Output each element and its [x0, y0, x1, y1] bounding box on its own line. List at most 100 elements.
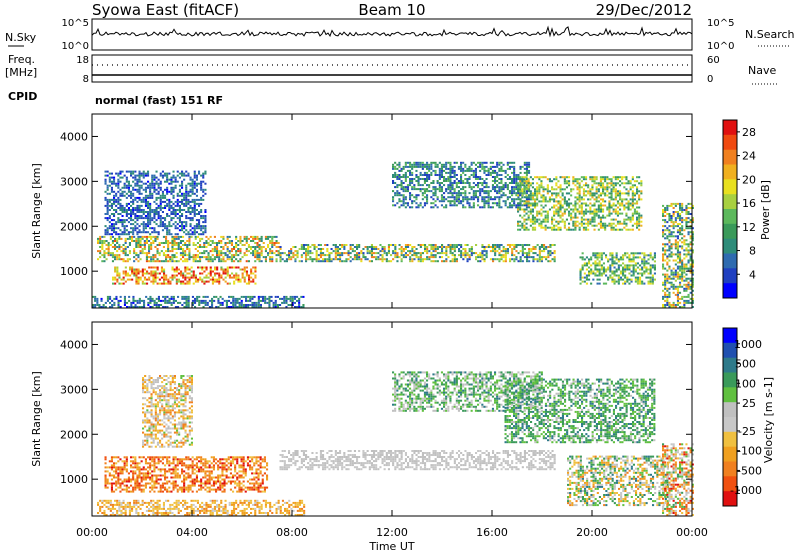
heatmap-cell [453, 196, 456, 199]
heatmap-cell [173, 274, 176, 277]
heatmap-cell [460, 176, 463, 178]
heatmap-cell [438, 161, 441, 164]
heatmap-cell [181, 295, 184, 298]
heatmap-cell [462, 186, 465, 189]
heatmap-cell [392, 244, 395, 246]
heatmap-cell [165, 260, 168, 263]
heatmap-cell [147, 213, 150, 215]
heatmap-cell [124, 274, 127, 277]
heatmap-cell [570, 228, 573, 231]
heatmap-cell [561, 218, 564, 221]
heatmap-cell [142, 221, 145, 224]
heatmap-cell [235, 237, 238, 240]
heatmap-cell [449, 202, 452, 205]
heatmap-cell [460, 192, 463, 195]
heatmap-cell [585, 228, 588, 231]
heatmap-cell [226, 242, 229, 244]
heatmap-cell [638, 196, 641, 199]
heatmap-cell [116, 280, 119, 283]
heatmap-cell [177, 260, 180, 263]
heatmap-cell [279, 297, 282, 300]
heatmap-cell [462, 252, 465, 255]
heatmap-cell [205, 268, 208, 271]
noise-sky-label: N.Sky [5, 31, 37, 44]
heatmap-cell [171, 276, 174, 279]
heatmap-cell [106, 174, 109, 177]
freq-label-1: Freq. [8, 53, 35, 66]
heatmap-cell [134, 176, 137, 179]
heatmap-cell [519, 206, 522, 209]
heatmap-cell [300, 306, 303, 308]
heatmap-cell [232, 299, 235, 302]
heatmap-cell [181, 194, 184, 197]
heatmap-cell [474, 167, 477, 170]
heatmap-cell [155, 198, 158, 201]
heatmap-cell [434, 163, 437, 166]
heatmap-cell [136, 204, 139, 207]
heatmap-cell [513, 178, 516, 180]
heatmap-cell [123, 221, 126, 224]
heatmap-cell [288, 250, 291, 253]
heatmap-cell [115, 295, 118, 298]
heatmap-cell [557, 194, 560, 197]
heatmap-cell [264, 297, 267, 300]
heatmap-cell [430, 171, 433, 174]
heatmap-cell [616, 176, 619, 179]
heatmap-cell [251, 295, 254, 298]
heatmap-cell [112, 278, 115, 281]
heatmap-cell [178, 217, 181, 220]
heatmap-cell [622, 266, 625, 269]
heatmap-cell [617, 280, 620, 283]
heatmap-cell [277, 242, 280, 244]
heatmap-cell [230, 295, 233, 298]
heatmap-cell [481, 254, 484, 257]
heatmap-cell [239, 250, 242, 253]
heatmap-cell [585, 268, 588, 271]
heatmap-cell [178, 211, 181, 213]
heatmap-cell [540, 182, 543, 185]
heatmap-cell [598, 274, 601, 277]
heatmap-cell [245, 270, 248, 273]
heatmap-cell [183, 178, 186, 181]
heatmap-cell [375, 248, 378, 250]
heatmap-cell [101, 254, 104, 257]
heatmap-cell [523, 188, 526, 191]
heatmap-cell [472, 161, 475, 164]
heatmap-cell [199, 278, 202, 281]
heatmap-cell [204, 304, 207, 306]
heatmap-cell [253, 301, 256, 304]
heatmap-cell [525, 184, 528, 187]
heatmap-cell [396, 176, 399, 178]
heatmap-cell [470, 246, 473, 248]
heatmap-cell [572, 204, 575, 207]
heatmap-cell [111, 256, 114, 259]
heatmap-cell [617, 276, 620, 279]
heatmap-cell [619, 184, 622, 187]
heatmap-cell [130, 190, 133, 193]
heatmap-cell [138, 301, 141, 304]
heatmap-cell [177, 237, 180, 240]
heatmap-cell [589, 202, 592, 205]
heatmap-cell [264, 248, 267, 250]
heatmap-cell [220, 274, 223, 277]
heatmap-cell [598, 268, 601, 271]
heatmap-cell [470, 174, 473, 176]
heatmap-cell [181, 170, 184, 173]
heatmap-cell [641, 266, 644, 269]
heatmap-cell [517, 176, 520, 178]
heatmap-cell [553, 258, 556, 261]
heatmap-cell [487, 200, 490, 203]
heatmap-cell [666, 249, 669, 252]
heatmap-cell [610, 226, 613, 229]
station-title: Syowa East (fitACF) [92, 1, 239, 19]
heatmap-cell [619, 270, 622, 273]
heatmap-cell [238, 297, 241, 300]
heatmap-cell [513, 188, 516, 191]
heatmap-cell [130, 184, 133, 187]
heatmap-cell [250, 248, 253, 250]
heatmap-cell [145, 254, 148, 257]
heatmap-cell [426, 258, 429, 261]
heatmap-cell [458, 250, 461, 253]
heatmap-cell [585, 208, 588, 211]
heatmap-cell [500, 190, 503, 193]
